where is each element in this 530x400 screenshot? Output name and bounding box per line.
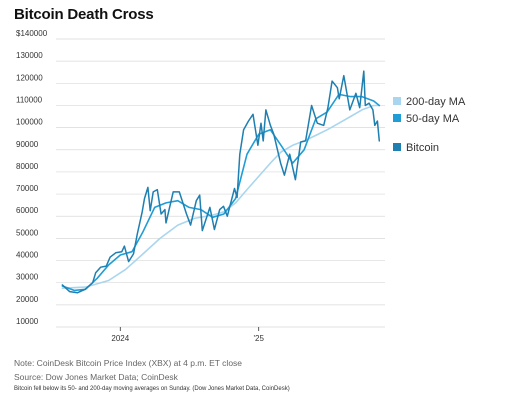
series-line-200-day-ma	[61, 104, 381, 289]
series-line-50-day-ma	[61, 93, 381, 292]
y-tick-label: 40000	[16, 251, 39, 260]
x-tick-label: 2024	[111, 334, 129, 343]
y-tick-label: 50000	[16, 228, 39, 237]
y-tick-label: 60000	[16, 206, 39, 215]
y-tick-label: $140000	[16, 29, 48, 38]
y-tick-label: 120000	[16, 73, 43, 82]
chart-title: Bitcoin Death Cross	[14, 6, 154, 23]
y-tick-label: 110000	[16, 95, 43, 104]
y-tick-label: 10000	[16, 317, 39, 326]
y-tick-label: 100000	[16, 118, 43, 127]
chart-note: Note: CoinDesk Bitcoin Price Index (XBX)…	[14, 358, 243, 368]
grid-lines	[56, 38, 385, 328]
legend-label: 200-day MA	[406, 96, 466, 108]
y-axis-tick-labels: $140000 130000 120000 110000 100000 90000 8000…	[16, 29, 48, 326]
y-tick-label: 30000	[16, 273, 39, 282]
y-tick-label: 90000	[16, 140, 39, 149]
legend-label: Bitcoin	[406, 142, 439, 154]
legend-swatch	[393, 114, 401, 122]
x-axis-tick-labels: 2024 '25	[111, 327, 264, 343]
legend: 200-day MA 50-day MA Bitcoin	[393, 96, 466, 154]
chart-caption: Bitcoin fell below its 50- and 200-day m…	[14, 386, 290, 392]
y-tick-label: 70000	[16, 184, 39, 193]
series-lines	[61, 70, 381, 294]
series-line-bitcoin	[61, 70, 381, 294]
y-tick-label: 80000	[16, 162, 39, 171]
chart-source: Source: Dow Jones Market Data; CoinDesk	[14, 372, 178, 382]
y-tick-label: 130000	[16, 51, 43, 60]
legend-label: 50-day MA	[406, 113, 460, 125]
legend-swatch	[393, 97, 401, 105]
legend-swatch	[393, 143, 401, 151]
y-tick-label: 20000	[16, 295, 39, 304]
x-tick-label: '25	[253, 334, 264, 343]
